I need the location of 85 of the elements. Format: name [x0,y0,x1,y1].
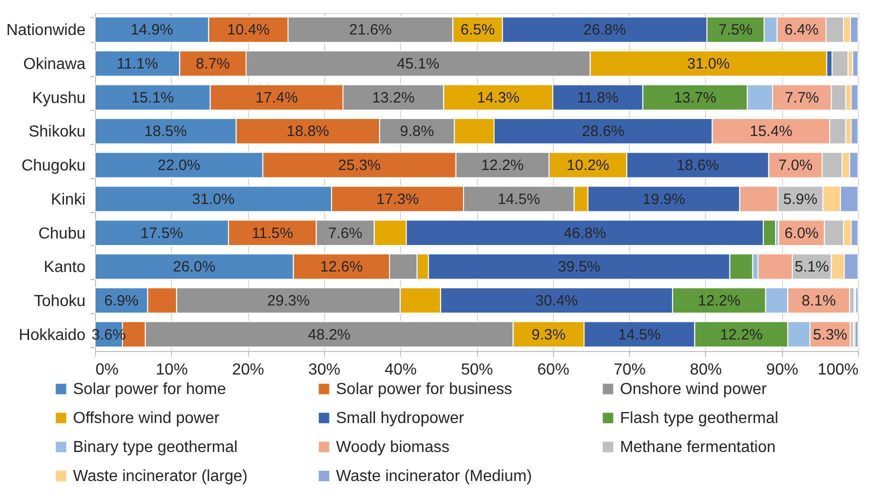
data-label: 9.8% [400,123,434,140]
x-tick-label: 20% [232,362,264,378]
data-label: 26.8% [583,22,626,39]
data-label: 31.0% [192,190,235,208]
data-label: 9.3% [532,326,566,344]
legend-label: Small hydropower [336,410,465,427]
data-label: 29.3% [267,292,310,310]
x-tick-label: 10% [156,362,188,378]
x-tick-label: 50% [460,362,494,378]
x-tick-label: 30% [308,362,340,378]
data-label: 18.8% [286,123,330,140]
x-tick-label: 60% [537,362,570,378]
data-label: 14.5% [498,190,540,208]
y-tick-label: Tohoku [34,292,86,310]
data-label: 6.0% [784,224,819,242]
data-label: 12.2% [698,292,740,310]
data-label: 14.3% [476,89,520,106]
data-label: 7.6% [328,224,362,242]
legend-label: Flash type geothermal [620,410,778,427]
x-tick-label: 0% [96,362,119,378]
y-tick-label: Okinawa [23,56,86,74]
legend-label: Offshore wind power [73,410,220,427]
data-label: 22.0% [158,157,200,174]
data-label: 48.2% [308,326,351,344]
data-label: 17.5% [140,224,184,242]
data-label: 45.1% [396,56,440,73]
data-label: 14.9% [130,22,174,39]
data-label: 6.9% [104,292,138,310]
x-tick-label: 80% [690,362,722,378]
data-label: 8.1% [802,292,836,310]
data-label: 13.7% [674,89,716,106]
x-tick-label: 40% [384,362,417,378]
data-label: 7.5% [718,22,753,39]
y-tick-label: Shikoku [28,124,86,141]
legend-label: Methane fermentation [620,439,776,456]
legend-label: Onshore wind power [620,381,768,398]
data-label: 12.6% [320,258,363,276]
legend-label: Solar power for business [336,381,512,398]
y-tick-label: Kinki [50,191,86,208]
y-tick-label: Kyushu [32,90,86,107]
data-label: 13.2% [372,89,415,106]
data-label: 11.1% [116,56,158,73]
data-label: 10.2% [566,157,610,174]
data-label: 11.5% [252,224,294,242]
x-tick-label: 100% [818,362,858,378]
data-label: 17.3% [376,190,419,208]
x-tick-label: 90% [766,362,798,378]
data-label: 7.7% [784,89,820,106]
data-label: 46.8% [564,224,606,242]
y-tick-label: Kanto [44,259,86,276]
data-label: 19.9% [642,190,686,208]
data-label: 6.5% [460,22,495,39]
data-label: 11.8% [577,89,619,106]
data-label: 26.0% [172,258,216,276]
data-label: 30.4% [535,292,578,310]
data-label: 12.2% [481,157,524,174]
data-label: 15.1% [131,89,174,106]
y-tick-label: Chubu [38,225,86,242]
x-tick-label: 70% [614,362,646,378]
data-label: 18.5% [144,123,187,140]
data-label: 21.6% [349,22,392,39]
data-label: 7.0% [778,157,813,174]
data-label: 5.9% [783,190,818,208]
data-label: 17.4% [255,89,298,106]
legend-label: Woody biomass [336,439,450,456]
y-tick-label: Hokkaido [18,326,86,344]
data-label: 18.6% [676,157,720,174]
data-label: 6.4% [784,22,819,39]
y-tick-label: Chugoku [21,158,86,175]
data-label: 5.3% [813,326,848,344]
data-label: 31.0% [687,56,730,73]
data-label: 10.4% [227,22,270,39]
data-label: 8.7% [196,56,230,73]
legend-label: Solar power for home [73,381,226,398]
data-label: 28.6% [582,123,624,140]
legend-label: Waste incinerator (large) [73,468,248,485]
legend-label: Waste incinerator (Medium) [336,468,532,485]
data-label: 12.2% [720,326,763,344]
data-label: 14.5% [618,326,661,344]
data-label: 5.1% [794,258,829,276]
data-label: 15.4% [750,123,792,140]
data-label: 25.3% [338,157,381,174]
data-label: 39.5% [558,258,600,276]
legend-label: Binary type geothermal [73,439,238,456]
y-tick-label: Nationwide [6,22,86,40]
